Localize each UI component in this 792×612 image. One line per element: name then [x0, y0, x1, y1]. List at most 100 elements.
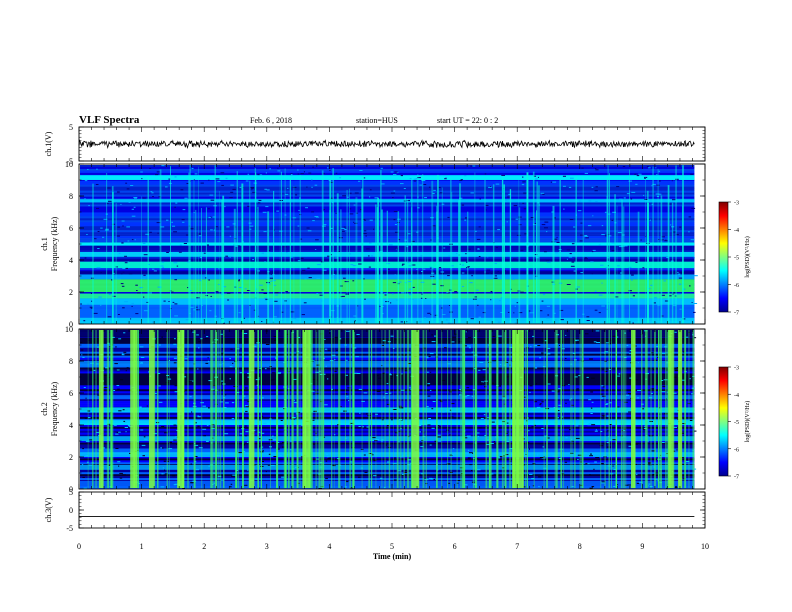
impulsive-spike — [381, 330, 383, 488]
spectrogram-speckle — [672, 305, 677, 307]
spectrogram-speckle — [173, 231, 177, 233]
spectrogram-speckle — [229, 197, 233, 199]
impulsive-spike — [620, 330, 623, 488]
spectrogram-speckle — [543, 467, 547, 469]
impulsive-spike — [621, 199, 623, 323]
spectrogram-speckle — [220, 172, 225, 174]
spectrogram-speckle — [163, 460, 166, 462]
spectrogram-speckle — [578, 375, 581, 377]
spectrogram-speckle — [571, 261, 575, 263]
spectrogram-speckle — [117, 314, 120, 315]
strong-spike — [512, 330, 520, 488]
spectrogram-speckle — [585, 333, 589, 335]
spectrogram-speckle — [157, 232, 159, 234]
spectrogram-speckle — [680, 457, 684, 458]
spectrogram-speckle — [387, 389, 389, 391]
impulsive-spike — [668, 330, 669, 488]
spectrogram-speckle — [243, 317, 246, 319]
spectrogram-speckle — [387, 425, 389, 426]
spectrogram-speckle — [127, 410, 130, 412]
spectrogram-cell-row — [80, 184, 695, 188]
spectrogram-speckle — [173, 357, 177, 359]
spectrogram-speckle — [431, 272, 435, 274]
spectrogram-speckle — [176, 354, 178, 355]
impulsive-spike — [349, 330, 352, 488]
spectrogram-speckle — [577, 458, 579, 460]
spectrogram-speckle — [158, 196, 161, 198]
impulsive-spike — [688, 330, 690, 488]
spectrogram-speckle — [323, 436, 326, 438]
spectrogram-speckle — [175, 443, 178, 445]
spectrogram-speckle — [244, 405, 248, 407]
spectrogram-speckle — [478, 256, 481, 257]
spectrogram-speckle — [268, 250, 271, 251]
spectrogram-speckle — [143, 296, 145, 298]
spectrogram-cell-row — [80, 347, 695, 351]
spectrogram-speckle — [570, 452, 574, 454]
spectrogram-speckle — [542, 341, 545, 343]
spectrogram-speckle — [247, 173, 250, 175]
spectrogram-speckle — [215, 291, 219, 293]
spectrogram-speckle — [353, 372, 358, 374]
spectrogram-speckle — [115, 433, 119, 435]
spectrogram-cell-row — [80, 202, 695, 205]
spectrogram-speckle — [381, 365, 383, 367]
spectrogram-cell-row — [80, 367, 695, 370]
spectrogram-speckle — [441, 379, 446, 381]
spectrogram-speckle — [419, 184, 422, 186]
spectrogram-speckle — [591, 424, 596, 426]
spectrogram-speckle — [387, 426, 391, 428]
spectrogram-speckle — [336, 349, 338, 351]
spectrogram-speckle — [206, 441, 209, 442]
spectrogram-speckle — [449, 434, 451, 436]
spectrogram-speckle — [124, 422, 127, 423]
impulsive-spike — [665, 330, 666, 488]
spectrogram-speckle — [260, 451, 264, 453]
spectrogram-speckle — [626, 275, 629, 277]
spectrogram-speckle — [186, 183, 189, 184]
spectrogram-speckle — [598, 244, 601, 246]
spectrogram-speckle — [160, 486, 165, 488]
spectrogram-speckle — [530, 312, 534, 314]
spectrogram-speckle — [411, 240, 415, 242]
spectrogram-cell-row — [80, 190, 695, 193]
spectrogram-speckle — [604, 371, 608, 373]
spectrogram-speckle — [451, 341, 455, 343]
spectrogram-speckle — [159, 401, 163, 403]
spectrogram-speckle — [349, 213, 354, 215]
spectrogram-speckle — [203, 252, 206, 254]
spectrogram-speckle — [162, 267, 164, 268]
spectrogram-speckle — [325, 478, 328, 480]
spectrogram-speckle — [354, 320, 356, 322]
impulsive-spike — [166, 330, 168, 488]
spectrogram-speckle — [208, 407, 210, 409]
spectrogram-speckle — [398, 405, 402, 407]
spectrogram-speckle — [631, 191, 636, 193]
impulsive-spike — [339, 330, 341, 488]
spectrogram-speckle — [255, 478, 258, 480]
spectrogram-speckle — [139, 346, 144, 348]
spectrogram-speckle — [516, 234, 521, 236]
spectrogram-speckle — [191, 411, 193, 413]
spectrogram-speckle — [127, 240, 130, 242]
spectrogram-speckle — [507, 311, 510, 313]
spectrogram-speckle — [408, 265, 413, 267]
colorbar-ramp — [718, 201, 729, 313]
spectrogram-speckle — [191, 167, 194, 169]
spectrogram-speckle — [424, 197, 427, 199]
spectrogram-speckle — [145, 233, 149, 235]
impulsive-spike — [396, 330, 399, 488]
spectrogram-speckle — [635, 183, 638, 185]
colorbar-tick-label: -6 — [734, 447, 739, 453]
spectrogram-speckle — [125, 431, 127, 433]
spectrogram-speckle — [674, 370, 679, 371]
spectrogram-speckle — [584, 235, 588, 236]
spectrogram-speckle — [463, 396, 468, 398]
spectrogram-speckle — [326, 456, 330, 458]
spectrogram-speckle — [661, 236, 665, 238]
impulsive-spike — [267, 211, 270, 323]
spectrogram-speckle — [190, 306, 194, 308]
impulsive-spike — [371, 330, 373, 488]
spectrogram-speckle — [651, 352, 654, 354]
